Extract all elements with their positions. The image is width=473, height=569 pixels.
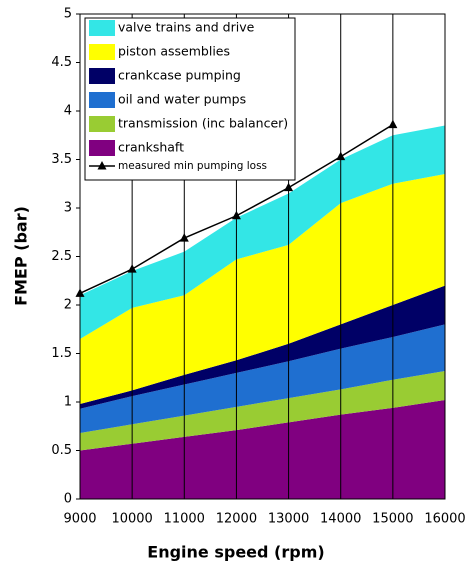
y-tick-label: 2.5 xyxy=(51,249,72,264)
marker xyxy=(127,264,137,273)
x-tick-label: 11000 xyxy=(164,512,205,527)
y-axis-label: FMEP (bar) xyxy=(12,206,31,306)
x-tick-label: 9000 xyxy=(63,512,96,527)
marker xyxy=(336,151,346,161)
y-tick-label: 1 xyxy=(64,395,72,410)
y-tick-label: 4 xyxy=(64,104,72,119)
y-tick-label: 0.5 xyxy=(51,443,72,458)
legend-label: valve trains and drive xyxy=(118,20,255,35)
area xyxy=(80,324,445,434)
legend-label: transmission (inc balancer) xyxy=(118,116,288,131)
legend: valve trains and drive piston assemblies c… xyxy=(84,17,296,181)
area xyxy=(80,400,445,499)
legend-label: oil and water pumps xyxy=(118,92,246,107)
x-tick-label: 13000 xyxy=(268,512,309,527)
marker xyxy=(231,210,241,220)
legend-label: crankcase pumping xyxy=(118,68,241,83)
y-tick-label: 4.5 xyxy=(51,55,72,70)
x-tick-label: 15000 xyxy=(372,512,413,527)
marker xyxy=(388,119,398,129)
x-tick-label: 14000 xyxy=(320,512,361,527)
legend-label: piston assemblies xyxy=(118,44,230,59)
area xyxy=(80,174,445,404)
legend-swatch xyxy=(89,44,115,60)
area xyxy=(80,125,445,339)
legend-label: crankshaft xyxy=(118,140,184,155)
x-axis-label: Engine speed (rpm) xyxy=(147,543,324,562)
x-tick-label: 16000 xyxy=(424,512,465,527)
plot-frame xyxy=(79,13,446,500)
y-tick-label: 5 xyxy=(64,7,72,22)
legend-swatch xyxy=(89,20,115,36)
area xyxy=(80,285,445,409)
legend-swatch xyxy=(89,116,115,132)
y-tick-label: 1.5 xyxy=(51,346,72,361)
legend-swatch xyxy=(89,140,115,156)
legend-swatch xyxy=(89,92,115,108)
y-tick-label: 3 xyxy=(64,201,72,216)
legend-label: measured min pumping loss xyxy=(118,160,267,172)
y-tick-label: 2 xyxy=(64,298,72,313)
y-tick-label: 0 xyxy=(64,492,72,507)
x-tick-label: 10000 xyxy=(111,512,152,527)
x-tick-label: 12000 xyxy=(216,512,257,527)
legend-marker xyxy=(97,161,107,170)
area xyxy=(80,370,445,451)
legend-swatch xyxy=(89,68,115,84)
legend-box xyxy=(84,17,296,181)
marker xyxy=(179,233,189,242)
marker xyxy=(75,288,85,297)
marker xyxy=(284,182,294,192)
y-tick-label: 3.5 xyxy=(51,152,72,167)
